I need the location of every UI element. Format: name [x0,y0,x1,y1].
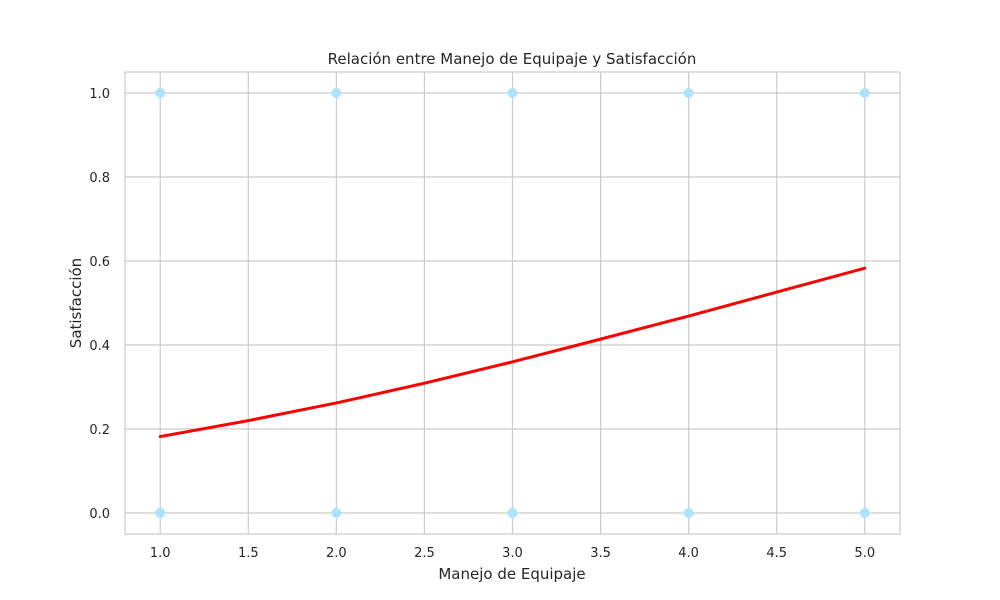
grid [125,72,900,534]
x-axis-label: Manejo de Equipaje [438,565,585,583]
y-tick-label: 0.0 [89,507,110,522]
scatter-point [331,88,342,98]
plot-frame [124,71,901,535]
scatter-point [507,88,518,98]
y-tick-label: 0.2 [89,423,110,438]
x-tick-label: 1.5 [238,546,259,561]
chart-title: Relación entre Manejo de Equipaje y Sati… [328,50,697,68]
y-tick-labels: 0.0 0.2 0.4 0.6 0.8 1.0 [89,87,110,522]
y-tick-label: 0.6 [89,255,110,270]
x-tick-label: 3.5 [590,546,611,561]
scatter-point [155,88,166,98]
y-axis-label: Satisfacción [67,258,85,348]
x-tick-label: 2.5 [414,546,435,561]
scatter-point [859,508,870,518]
y-tick-label: 0.8 [89,171,110,186]
marks [155,88,870,518]
y-tick-label: 0.4 [89,339,110,354]
x-tick-label: 4.0 [678,546,699,561]
y-tick-label: 1.0 [89,87,110,102]
scatter-point [507,508,518,518]
scatter-point [683,88,694,98]
scatter-point [683,508,694,518]
x-tick-label: 4.5 [766,546,787,561]
scatter-point [155,508,166,518]
x-tick-label: 1.0 [150,546,171,561]
x-tick-labels: 1.0 1.5 2.0 2.5 3.0 3.5 4.0 4.5 5.0 [150,546,875,561]
scatter-point [859,88,870,98]
x-tick-label: 2.0 [326,546,347,561]
scatter-point [331,508,342,518]
x-tick-label: 5.0 [854,546,875,561]
fit-curve [158,266,867,439]
x-tick-label: 3.0 [502,546,523,561]
